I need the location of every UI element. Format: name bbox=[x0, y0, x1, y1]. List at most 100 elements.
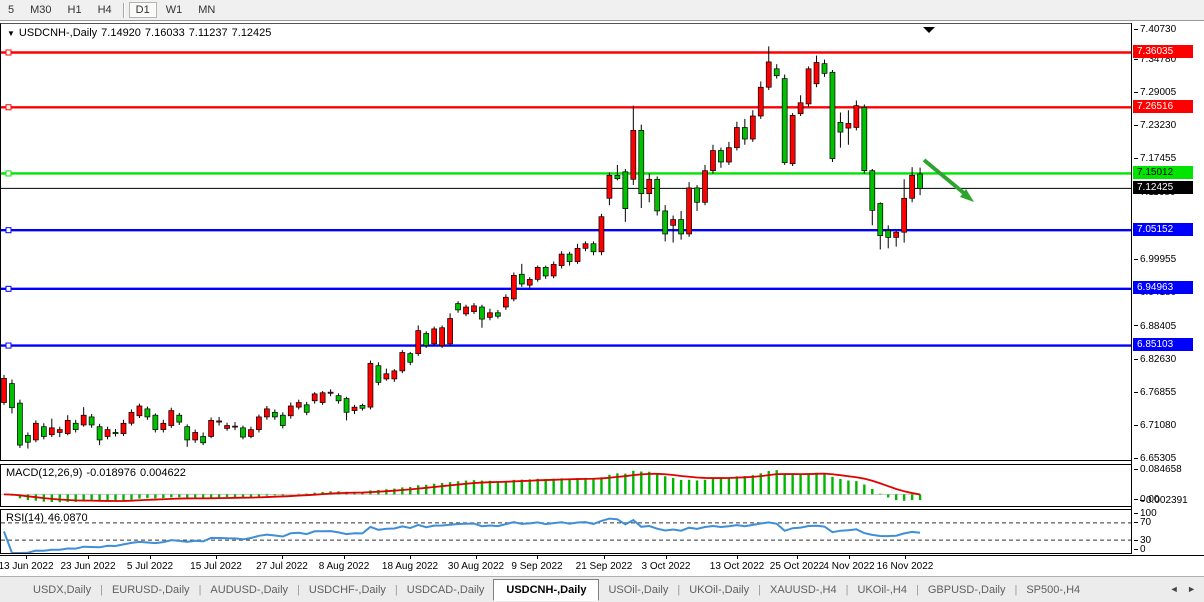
tab-gbpusd-daily[interactable]: GBPUSD-,Daily bbox=[927, 583, 1006, 596]
candle-body bbox=[120, 422, 127, 434]
tab-eurusd-daily[interactable]: EURUSD-,Daily bbox=[111, 583, 190, 596]
candle-body bbox=[128, 411, 135, 424]
candle-body bbox=[240, 427, 246, 438]
trend-arrow-head[interactable] bbox=[960, 189, 974, 202]
date-tick bbox=[537, 556, 538, 559]
tab-sp500-h4[interactable]: SP500-,H4 bbox=[1026, 583, 1081, 596]
price-tick-label: 7.29005 bbox=[1134, 87, 1176, 98]
date-tick bbox=[282, 556, 283, 559]
timeframe-button-H4[interactable]: H4 bbox=[97, 4, 112, 16]
main-price-chart[interactable]: ▼ USDCNH-,Daily 7.14920 7.16033 7.11237 7.124… bbox=[0, 23, 1132, 461]
tab-scroll-arrows[interactable]: ◄ ► bbox=[1169, 584, 1199, 594]
candle-body bbox=[168, 410, 175, 426]
date-label: 4 Nov 2022 bbox=[823, 561, 875, 572]
candle-body bbox=[678, 219, 684, 235]
line-anchor-marker[interactable] bbox=[5, 342, 12, 349]
date-tick bbox=[476, 556, 477, 559]
candle-body bbox=[319, 392, 326, 403]
macd-label: MACD(12,26,9) -0.018976 0.004622 bbox=[6, 467, 186, 479]
tab-usdx-daily[interactable]: USDX,Daily bbox=[33, 583, 92, 596]
candle-body bbox=[646, 178, 653, 195]
candle-body bbox=[821, 63, 828, 74]
candle-body bbox=[399, 352, 406, 372]
candle-body bbox=[853, 105, 860, 128]
line-anchor-marker[interactable] bbox=[5, 104, 12, 111]
tab-separator: | bbox=[198, 583, 202, 596]
price-badge-7.15012: 7.15012 bbox=[1133, 165, 1193, 179]
candle-body bbox=[271, 411, 278, 418]
date-tick bbox=[905, 556, 906, 559]
date-label: 18 Aug 2022 bbox=[381, 561, 439, 572]
date-label: 30 Aug 2022 bbox=[447, 561, 505, 572]
date-tick bbox=[737, 556, 738, 559]
trend-arrow-annotation[interactable] bbox=[922, 158, 967, 196]
chart-dropdown-icon[interactable]: ▼ bbox=[7, 29, 15, 38]
tab-usdcnh-daily[interactable]: USDCNH-,Daily bbox=[493, 578, 600, 601]
date-tick bbox=[88, 556, 89, 559]
candlestick-chart-canvas[interactable] bbox=[1, 24, 1132, 461]
price-badge-7.05152: 7.05152 bbox=[1133, 222, 1193, 236]
candle-body bbox=[192, 432, 199, 441]
date-label: 3 Oct 2022 bbox=[641, 561, 691, 572]
chart-shift-marker-icon[interactable] bbox=[923, 27, 935, 33]
date-label: 21 Sep 2022 bbox=[575, 561, 633, 572]
line-anchor-marker[interactable] bbox=[5, 49, 12, 56]
candle-body bbox=[176, 414, 183, 423]
price-badge-6.85103: 6.85103 bbox=[1133, 338, 1193, 352]
candle-body bbox=[845, 123, 852, 129]
line-anchor-marker[interactable] bbox=[5, 227, 12, 234]
candle-body bbox=[734, 127, 740, 148]
rsi-indicator-panel[interactable]: RSI(14) 46.0870 bbox=[0, 509, 1132, 554]
timeframe-button-MN[interactable]: MN bbox=[198, 4, 216, 16]
timeframe-button-5[interactable]: 5 bbox=[8, 4, 15, 16]
tab-audusd-daily[interactable]: AUDUSD-,Daily bbox=[210, 583, 289, 596]
date-tick bbox=[26, 556, 27, 559]
candle-body bbox=[829, 71, 836, 159]
tab-ukoil-daily[interactable]: UKOil-,Daily bbox=[689, 583, 750, 596]
date-tick bbox=[410, 556, 411, 559]
candle-body bbox=[797, 102, 804, 115]
tab-xauusd-h4[interactable]: XAUUSD-,H4 bbox=[770, 583, 837, 596]
macd-signal-line bbox=[3, 472, 921, 502]
line-anchor-marker[interactable] bbox=[5, 285, 12, 292]
macd-indicator-panel[interactable]: MACD(12,26,9) -0.018976 0.004622 bbox=[0, 464, 1131, 507]
candle-body bbox=[638, 130, 645, 195]
candle-body bbox=[901, 197, 908, 233]
candle-body bbox=[56, 429, 63, 433]
candle-body bbox=[909, 174, 915, 199]
tab-separator: | bbox=[845, 583, 849, 596]
candle-body bbox=[208, 420, 214, 437]
tab-usoil-daily[interactable]: USOil-,Daily bbox=[608, 583, 669, 596]
candle-body bbox=[144, 408, 151, 418]
candle-body bbox=[590, 243, 597, 253]
candle-body bbox=[64, 420, 71, 434]
time-axis[interactable]: 13 Jun 2022 23 Jun 2022 5 Jul 2022 15 Jul 2… bbox=[0, 555, 1204, 575]
date-label: 15 Jul 2022 bbox=[190, 561, 242, 572]
tab-usdchf-daily[interactable]: USDCHF-,Daily bbox=[308, 583, 386, 596]
tab-ukoil-h4[interactable]: UKOil-,H4 bbox=[857, 583, 907, 596]
timeframe-button-M30[interactable]: M30 bbox=[30, 4, 52, 16]
price-tick-label: 6.88405 bbox=[1134, 321, 1176, 332]
tab-usdcad-daily[interactable]: USDCAD-,Daily bbox=[406, 583, 485, 596]
candle-body bbox=[9, 383, 15, 409]
candle-body bbox=[335, 395, 342, 402]
timeframe-button-H1[interactable]: H1 bbox=[67, 4, 82, 16]
date-label: 23 Jun 2022 bbox=[60, 561, 116, 572]
macd-signal-value: 0.004622 bbox=[139, 467, 186, 479]
candle-body bbox=[773, 68, 780, 77]
tab-separator: | bbox=[394, 583, 398, 596]
candle-body bbox=[598, 216, 605, 253]
candle-body bbox=[17, 402, 23, 446]
price-badge-7.36035: 7.36035 bbox=[1133, 45, 1193, 58]
timeframe-button-D1[interactable]: D1 bbox=[128, 2, 157, 18]
candle-body bbox=[1, 378, 7, 403]
price-tick-label: 6.71080 bbox=[1134, 420, 1176, 431]
candle-body bbox=[781, 78, 788, 163]
date-tick bbox=[216, 556, 217, 559]
timeframe-button-W1[interactable]: W1 bbox=[165, 4, 183, 16]
candle-body bbox=[184, 426, 191, 441]
line-anchor-marker[interactable] bbox=[5, 170, 12, 177]
candle-body bbox=[566, 253, 573, 262]
price-axis[interactable]: 7.407307.347807.290057.232307.174557.116… bbox=[1131, 23, 1204, 555]
candle-body bbox=[518, 273, 525, 285]
